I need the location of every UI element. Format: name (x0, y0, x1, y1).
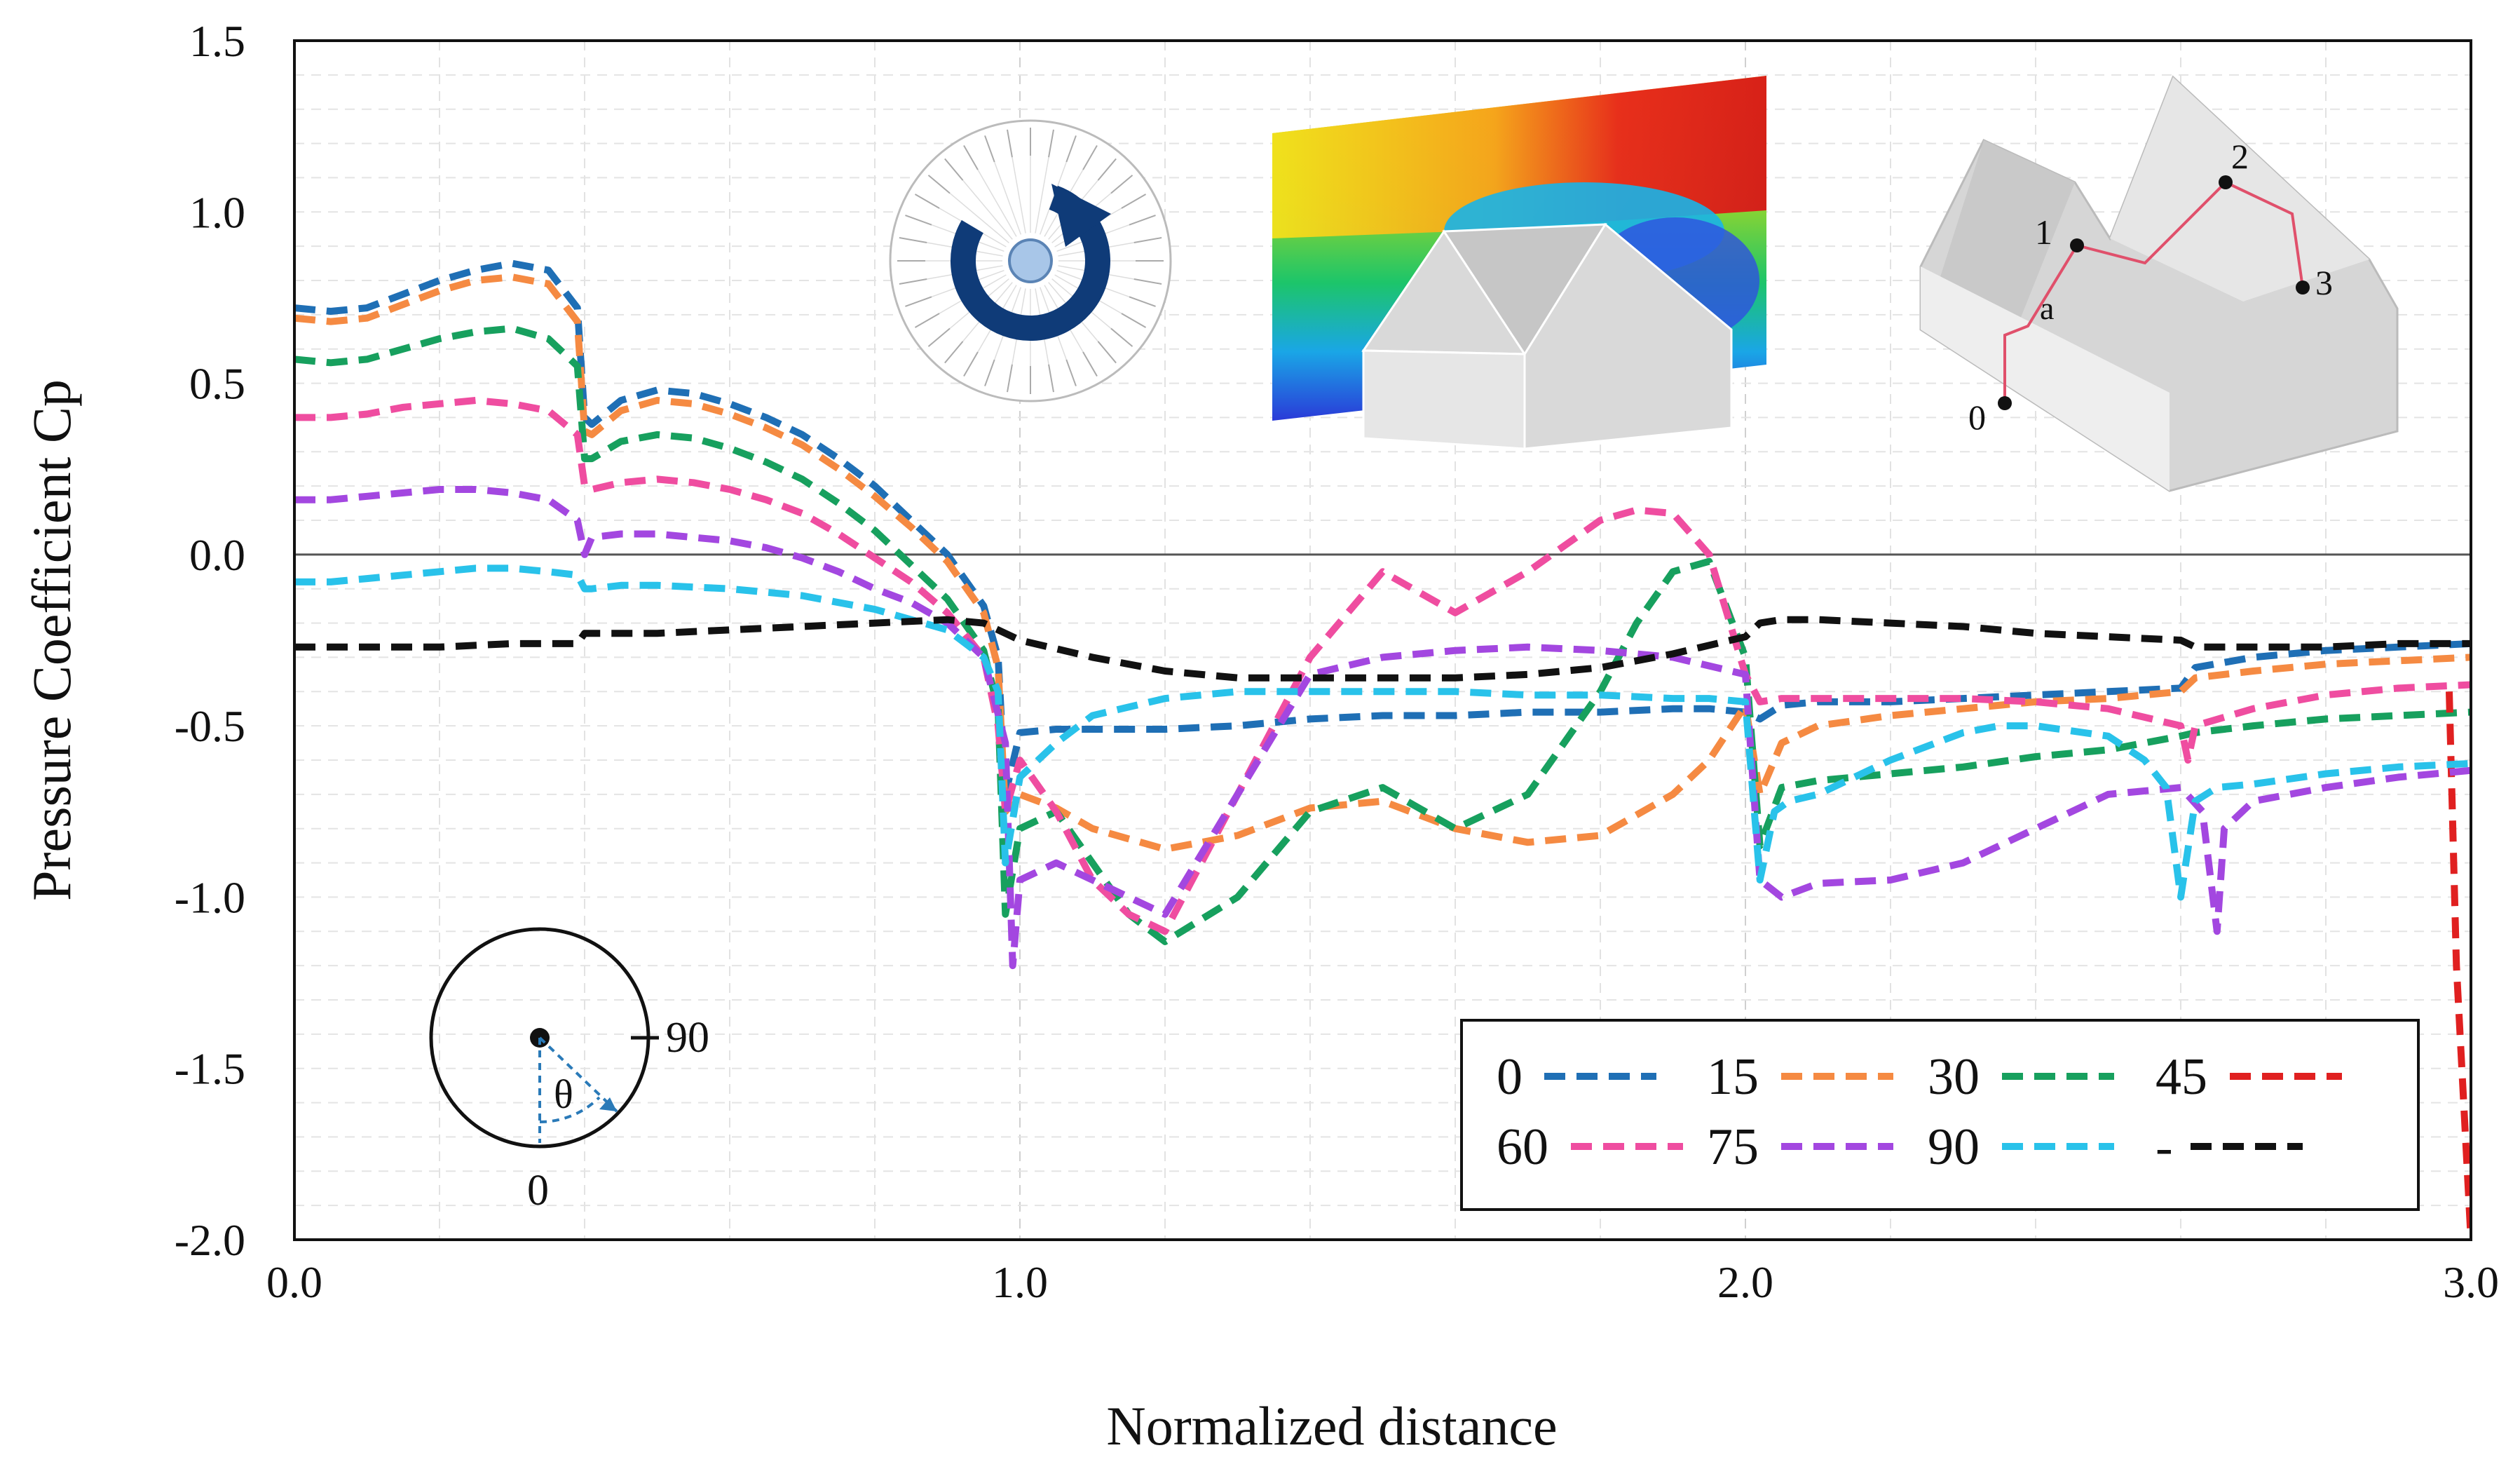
y-tick-label: 1.5 (189, 16, 245, 66)
series-line-8 (294, 616, 2471, 682)
series-line-6 (294, 486, 2471, 970)
y-tick-label: 0.0 (189, 530, 245, 580)
rotation-protractor-inset (889, 119, 1172, 402)
path-label-2: 2 (2231, 137, 2249, 176)
legend-label: 0 (1497, 1048, 1523, 1106)
legend-label: 30 (1928, 1048, 1980, 1106)
series-line-4 (2446, 691, 2471, 1240)
path-label-1: 1 (2035, 212, 2052, 252)
legend-label: 15 (1707, 1048, 1759, 1106)
legend-label: - (2155, 1118, 2173, 1176)
y-tick-label: -2.0 (175, 1215, 245, 1265)
path-label-3: 3 (2315, 263, 2333, 302)
angle-label-90: 90 (666, 1014, 709, 1062)
building-model (1361, 222, 1733, 450)
path-point-1 (2070, 238, 2084, 252)
plot-frame (293, 39, 2472, 1241)
y-tick-label: -1.5 (175, 1044, 245, 1094)
series-line-2 (294, 273, 2471, 853)
y-axis: 1.5 1.0 0.5 0.0 -0.5 -1.0 -1.5 -2.0 (175, 16, 245, 1265)
path-label-a: a (2040, 290, 2054, 326)
y-axis-title: Pressure Coefficient Cp (21, 379, 82, 901)
legend: 0 15 30 45 60 75 90 - (1460, 1019, 2420, 1211)
legend-label: 90 (1928, 1118, 1980, 1176)
y-tick-label: -0.5 (175, 701, 245, 751)
y-tick-label: -1.0 (175, 872, 245, 922)
angle-label-0: 0 (527, 1167, 549, 1214)
legend-box (1460, 1019, 2420, 1211)
x-axis: 0.0 1.0 2.0 3.0 (266, 1257, 2499, 1307)
legend-label: 45 (2155, 1048, 2207, 1106)
series-line-3 (294, 325, 2471, 945)
rotation-arrow-icon (1051, 184, 1111, 247)
path-label-0: 0 (1968, 398, 1986, 437)
path-point-3 (2296, 280, 2310, 295)
x-axis-title: Normalized distance (1106, 1395, 1557, 1456)
legend-label: 60 (1497, 1118, 1548, 1176)
series-line-7 (294, 564, 2471, 901)
cfd-contour-inset (1272, 76, 1766, 450)
path-point-0 (1998, 396, 2012, 410)
legend-label: 75 (1707, 1118, 1759, 1176)
building-path-inset: 0 1 2 3 a (1919, 75, 2399, 492)
x-tick-label: 0.0 (266, 1257, 322, 1307)
x-tick-label: 1.0 (992, 1257, 1048, 1307)
angle-label-theta: θ (554, 1071, 573, 1117)
y-tick-label: 1.0 (189, 187, 245, 237)
x-tick-label: 3.0 (2443, 1257, 2499, 1307)
angle-diagram-inset: 90 0 θ (429, 927, 709, 1214)
x-tick-label: 2.0 (1717, 1257, 1773, 1307)
grid (294, 40, 2472, 1240)
path-point-2 (2219, 175, 2233, 189)
series-line-5 (294, 397, 2471, 935)
series-layer (294, 259, 2471, 1240)
y-tick-label: 0.5 (189, 359, 245, 409)
